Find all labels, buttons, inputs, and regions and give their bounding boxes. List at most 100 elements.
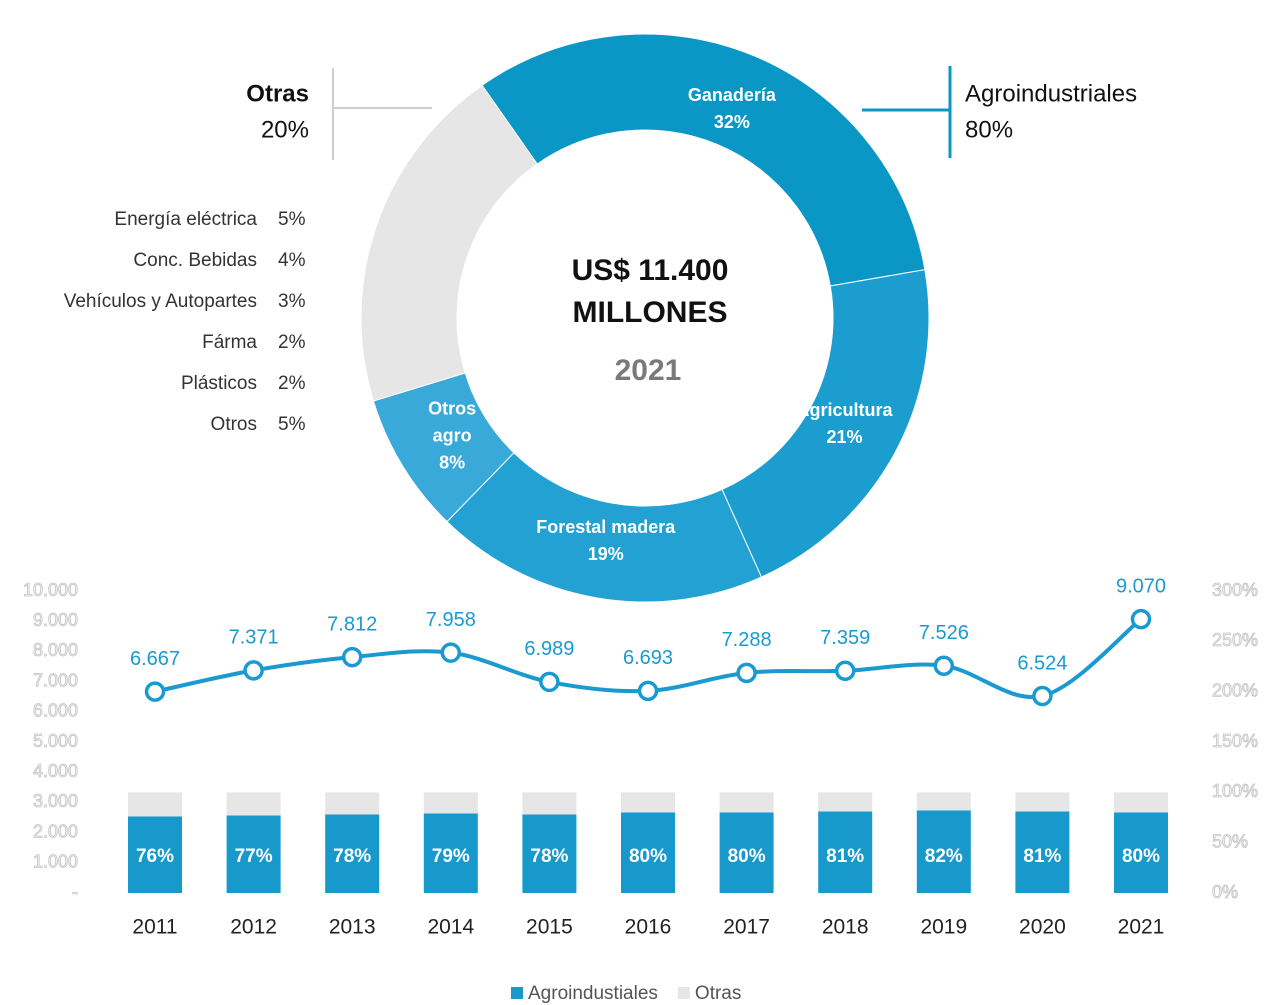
bar-label: 80%	[1122, 846, 1160, 867]
y2-tick-label: 100%	[1212, 781, 1258, 801]
bar-segment	[818, 792, 873, 812]
x-tick-label: 2013	[329, 916, 376, 939]
breakdown-value: 5%	[278, 414, 306, 435]
x-tick-label: 2020	[1019, 916, 1066, 939]
point	[1032, 685, 1053, 707]
breakdown-value: 5%	[278, 209, 306, 230]
segment-label: Otros agro 8%	[420, 395, 484, 476]
bar-segment	[621, 812, 675, 893]
y2-tick-label: 200%	[1212, 680, 1258, 700]
segment-name: Agricultura	[796, 400, 893, 421]
point	[243, 660, 264, 681]
bar-segment	[522, 792, 577, 815]
breakdown-value: 2%	[278, 332, 306, 353]
point-label: 6.989	[524, 638, 574, 660]
point	[1130, 608, 1152, 630]
bar-label: 79%	[432, 846, 470, 867]
bar-segment	[916, 792, 971, 811]
point-label: 7.812	[327, 613, 377, 635]
point-label: 7.371	[229, 627, 279, 649]
bar-label: 78%	[530, 846, 568, 867]
y-tick-label: 2.000	[33, 821, 78, 841]
breakdown-value: 4%	[278, 250, 306, 271]
x-tick-label: 2016	[625, 916, 672, 939]
x-tick-label: 2018	[822, 916, 869, 939]
y-tick-label: 9.000	[33, 610, 78, 630]
bar-segment	[1015, 792, 1070, 812]
y2-tick-label: 50%	[1212, 831, 1248, 851]
segment-name: Ganadería	[687, 85, 776, 106]
center-year: 2021	[615, 354, 682, 387]
breakdown-name: Otros	[211, 414, 257, 435]
y-tick-label: 4.000	[33, 761, 78, 781]
y2-tick-label: 250%	[1212, 630, 1258, 650]
y2-tick-label: 300%	[1212, 580, 1258, 600]
point-label: 7.359	[820, 627, 870, 649]
bar-segment	[522, 814, 577, 893]
bar-label: 77%	[235, 846, 273, 867]
point-label: 7.526	[919, 622, 969, 644]
legend-swatch	[677, 987, 690, 999]
center-unit: MILLONES	[573, 296, 728, 329]
y-tick-label: 7.000	[33, 670, 78, 690]
bar-segment	[423, 813, 478, 893]
point-label: 9.070	[1116, 575, 1166, 597]
legend-swatch	[511, 987, 523, 999]
segment-value: 19%	[587, 543, 624, 564]
breakdown-name: Fárma	[202, 332, 257, 353]
point	[341, 646, 363, 668]
bar-segment	[1114, 812, 1168, 893]
bar-segment	[1015, 811, 1070, 893]
point-label: 6.667	[130, 648, 180, 670]
donut-segment	[446, 452, 763, 603]
bar-segment	[325, 814, 380, 893]
point	[440, 642, 462, 663]
point	[144, 681, 166, 702]
bar-segment	[621, 792, 675, 813]
center-amount: US$ 11.400	[572, 254, 729, 287]
bar-label: 78%	[333, 846, 371, 867]
bar-segment	[423, 792, 478, 814]
x-tick-label: 2021	[1118, 916, 1165, 939]
donut-segment	[360, 84, 538, 402]
point-label: 7.958	[426, 609, 476, 631]
point	[539, 671, 560, 693]
y2-tick-label: 150%	[1212, 731, 1258, 751]
bar-label: 81%	[826, 846, 864, 867]
y-tick-label: 8.000	[33, 640, 78, 660]
bar-segment	[128, 816, 182, 893]
group-name: Agroindustriales	[965, 80, 1137, 107]
segment-value: 32%	[713, 112, 750, 133]
y-tick-label: 10.000	[23, 580, 78, 600]
breakdown-name: Plásticos	[181, 373, 257, 394]
bar-segment	[1114, 792, 1168, 813]
y2-tick-label: 0%	[1212, 882, 1238, 902]
point-label: 6.693	[623, 647, 673, 669]
bar-label: 80%	[728, 846, 766, 867]
x-tick-label: 2017	[723, 916, 770, 939]
bar-segment	[325, 792, 380, 815]
x-tick-label: 2015	[526, 916, 573, 939]
x-tick-label: 2014	[427, 916, 474, 939]
breakdown-value: 2%	[278, 373, 306, 394]
bar-label: 76%	[136, 846, 174, 867]
segment-label: Forestal madera 19%	[530, 514, 682, 568]
segment-name: Otros agro	[428, 398, 477, 446]
bar-segment	[128, 792, 182, 817]
y-tick-label: 6.000	[33, 701, 78, 721]
bar-label: 80%	[629, 846, 667, 867]
segment-value: 8%	[439, 452, 466, 473]
x-tick-label: 2011	[132, 916, 177, 939]
point-label: 6.524	[1017, 652, 1067, 674]
segment-name: Forestal madera	[536, 516, 676, 537]
breakdown-name: Conc. Bebidas	[133, 250, 257, 271]
bar-segment	[916, 810, 971, 893]
bar-segment	[818, 811, 873, 893]
legend-label: Agroindustiales	[528, 983, 658, 1004]
group-value: 20%	[261, 116, 309, 143]
x-tick-label: 2019	[920, 916, 967, 939]
bar-segment	[719, 792, 774, 813]
group-value: 80%	[965, 116, 1013, 143]
